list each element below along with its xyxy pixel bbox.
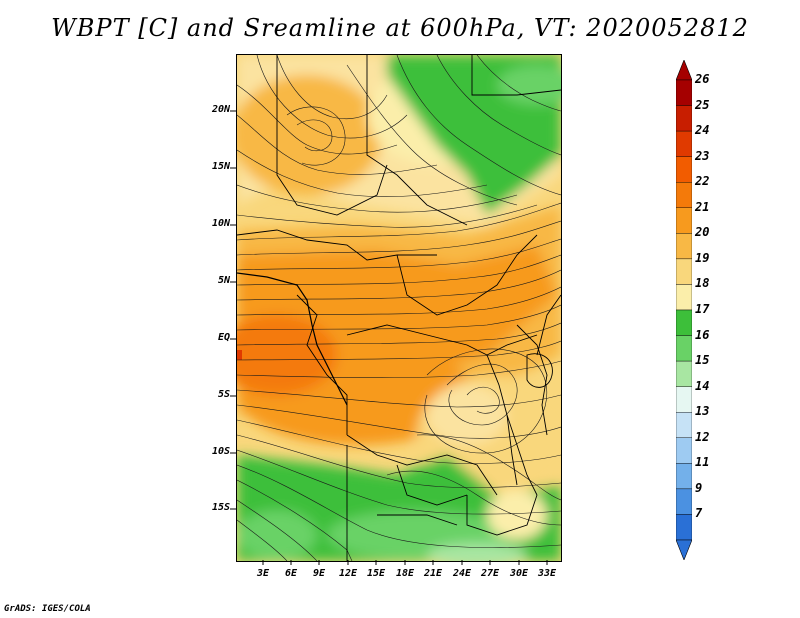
colorbar-segment — [676, 437, 692, 464]
x-tick-label: 30E — [509, 568, 529, 579]
y-tick-label: 5S — [217, 389, 230, 400]
x-tick-label: 27E — [480, 568, 500, 579]
colorbar-segment — [676, 207, 692, 234]
colorbar-bottom-arrow — [676, 539, 692, 560]
colorbar-label: 14 — [695, 378, 710, 393]
colorbar-label: 16 — [695, 327, 710, 342]
colorbar-label: 18 — [695, 276, 710, 291]
lake-tanganyika — [506, 414, 518, 486]
colorbar-segment — [676, 233, 692, 260]
x-tick-label: 15E — [366, 568, 386, 579]
y-tick-label: 10S — [211, 446, 230, 457]
colorbar-label: 21 — [695, 199, 710, 214]
colorbar-segment — [676, 386, 692, 413]
colorbar-label: 25 — [695, 97, 710, 112]
colorbar-segment — [676, 309, 692, 336]
colorbar-top-arrow — [676, 60, 692, 81]
colorbar-label: 13 — [695, 404, 710, 419]
colorbar-segment — [676, 79, 692, 106]
y-tick-label: 10N — [211, 218, 230, 229]
colorbar-label: 15 — [695, 353, 710, 368]
lake-victoria — [526, 353, 553, 388]
colorbar-segment — [676, 156, 692, 183]
map-title: WBPT [C] and Sreamline at 600hPa, VT: 20… — [51, 14, 749, 42]
colorbar-segment — [676, 514, 692, 541]
x-tick-label: 21E — [423, 568, 443, 579]
streamlines — [237, 55, 561, 561]
x-tick-label: 6E — [284, 568, 298, 579]
country-borders — [237, 55, 561, 561]
colorbar-segment — [676, 335, 692, 362]
y-tick-label: EQ — [217, 332, 230, 343]
colorbar-segment — [676, 284, 692, 311]
footer-credit: GrADS: IGES/COLA — [4, 604, 91, 614]
colorbar-label: 22 — [695, 174, 710, 189]
colorbar-segment — [676, 463, 692, 490]
colorbar-segment — [676, 360, 692, 387]
x-tick-label: 18E — [395, 568, 415, 579]
colorbar — [676, 60, 692, 560]
x-ticks — [262, 560, 548, 565]
x-tick-label: 3E — [256, 568, 270, 579]
colorbar-label: 9 — [695, 480, 703, 495]
colorbar-label: 19 — [695, 250, 710, 265]
x-tick-label: 12E — [338, 568, 358, 579]
y-tick-label: 15N — [211, 161, 230, 172]
colorbar-label: 20 — [695, 225, 710, 240]
map-panel — [236, 54, 562, 562]
colorbar-label: 23 — [695, 148, 710, 163]
colorbar-segment — [676, 182, 692, 208]
colorbar-segment — [676, 488, 692, 515]
wbpt-field-map — [237, 55, 561, 561]
y-tick-label: 20N — [211, 104, 230, 115]
colorbar-label: 7 — [695, 506, 703, 521]
x-tick-label: 33E — [537, 568, 557, 579]
colorbar-label: 24 — [695, 123, 710, 138]
y-tick-label: 5N — [217, 275, 230, 286]
colorbar-label: 11 — [695, 455, 710, 470]
y-tick-label: 15S — [211, 502, 230, 513]
colorbar-label: 12 — [695, 429, 710, 444]
colorbar-segment — [676, 412, 692, 438]
x-tick-label: 9E — [312, 568, 326, 579]
colorbar-segment — [676, 105, 692, 132]
colorbar-segment — [676, 258, 692, 285]
colorbar-label: 26 — [695, 72, 710, 86]
colorbar-label: 17 — [695, 302, 710, 316]
coastline — [237, 272, 348, 406]
colorbar-segment — [676, 130, 692, 157]
x-tick-label: 24E — [452, 568, 472, 579]
y-ticks — [230, 110, 236, 510]
